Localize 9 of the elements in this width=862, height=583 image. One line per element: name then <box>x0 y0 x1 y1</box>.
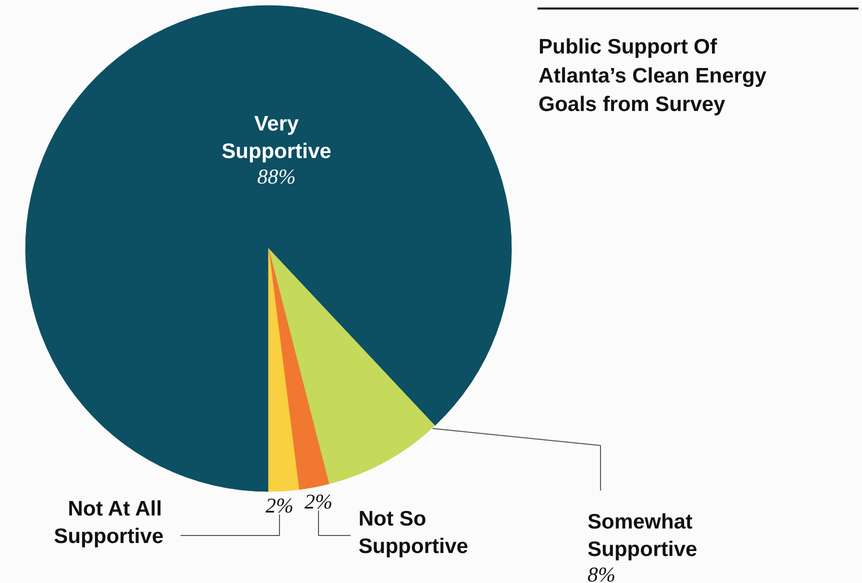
slice-label: Somewhat Supportive <box>588 510 698 562</box>
data-label: 8% <box>588 562 616 583</box>
slice-label: Not At All Supportive <box>54 498 164 548</box>
data-label: 2% <box>266 494 294 518</box>
slice-label: Very Supportive <box>222 112 332 164</box>
data-label: 88% <box>257 164 296 188</box>
data-label: 2% <box>304 490 333 514</box>
slice-label: Not So Supportive <box>358 508 468 558</box>
text: Public Support Of Atlanta’s Clean Energy Goals from Survey <box>538 36 767 116</box>
